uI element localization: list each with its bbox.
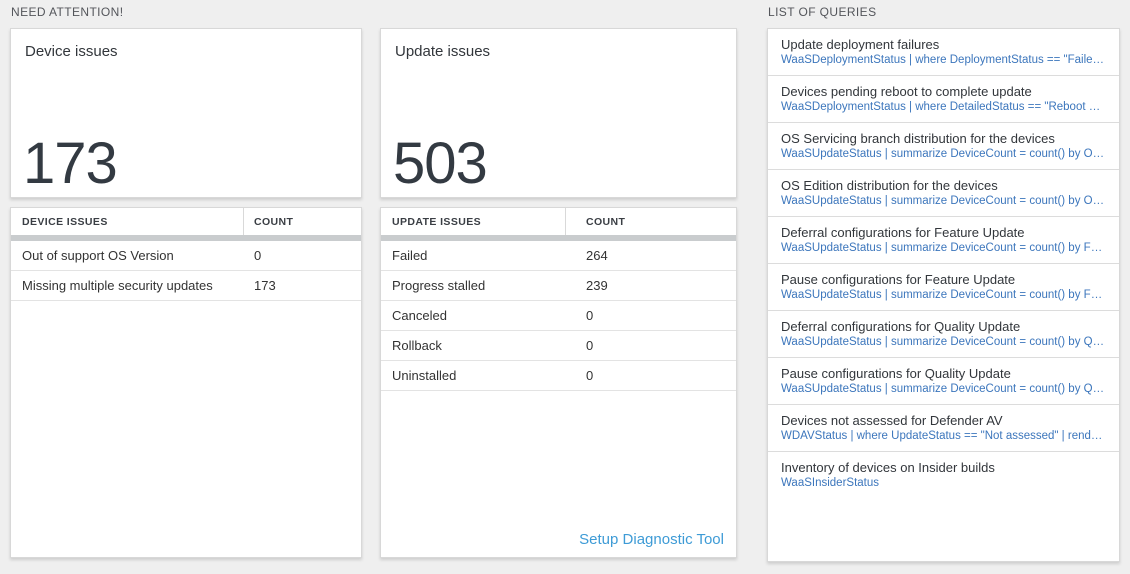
query-list-item[interactable]: Devices not assessed for Defender AV WDA… (768, 405, 1119, 452)
query-text: WaaSUpdateStatus | summarize DeviceCount… (781, 195, 1106, 207)
query-title: OS Edition distribution for the devices (781, 178, 998, 193)
row-count: 0 (586, 368, 594, 383)
query-list-item[interactable]: OS Servicing branch distribution for the… (768, 123, 1119, 170)
query-title: Update deployment failures (781, 37, 940, 52)
query-text: WaaSUpdateStatus | summarize DeviceCount… (781, 336, 1106, 348)
query-text: WaaSDeploymentStatus | where DetailedSta… (781, 101, 1106, 113)
row-label: Missing multiple security updates (22, 278, 213, 293)
row-label: Rollback (392, 338, 442, 353)
row-label: Progress stalled (392, 278, 486, 293)
query-list-item[interactable]: Devices pending reboot to complete updat… (768, 76, 1119, 123)
device-issues-table: DEVICE ISSUES COUNT Out of support OS Ve… (10, 207, 362, 558)
list-of-queries-panel: Update deployment failures WaaSDeploymen… (767, 28, 1120, 562)
query-title: Deferral configurations for Quality Upda… (781, 319, 1021, 334)
query-list-item[interactable]: OS Edition distribution for the devices … (768, 170, 1119, 217)
row-label: Uninstalled (392, 368, 457, 383)
table-row[interactable]: Out of support OS Version 0 (11, 241, 361, 271)
device-issues-header-cell: DEVICE ISSUES (11, 208, 244, 235)
table-row[interactable]: Missing multiple security updates 173 (11, 271, 361, 301)
update-issues-header-cell: UPDATE ISSUES (381, 208, 566, 235)
row-label: Failed (392, 248, 428, 263)
table-row[interactable]: Canceled 0 (381, 301, 736, 331)
query-title: Devices pending reboot to complete updat… (781, 84, 1032, 99)
setup-diagnostic-tool-link[interactable]: Setup Diagnostic Tool (579, 531, 724, 548)
count-header-cell: COUNT (254, 215, 294, 228)
device-issues-table-header: DEVICE ISSUES COUNT (11, 208, 361, 235)
table-header-separator (11, 235, 361, 241)
row-count: 239 (586, 278, 608, 293)
table-header-separator (381, 235, 736, 241)
query-title: OS Servicing branch distribution for the… (781, 131, 1055, 146)
device-issues-card[interactable]: Device issues 173 (10, 28, 362, 198)
query-text: WaaSUpdateStatus | summarize DeviceCount… (781, 383, 1106, 395)
update-issues-card-title: Update issues (395, 43, 491, 60)
table-row[interactable]: Rollback 0 (381, 331, 736, 361)
row-label: Out of support OS Version (22, 248, 174, 263)
update-issues-card[interactable]: Update issues 503 (380, 28, 737, 198)
update-issues-count: 503 (393, 131, 488, 196)
query-title: Inventory of devices on Insider builds (781, 460, 995, 475)
count-header-cell: COUNT (586, 215, 626, 228)
table-row[interactable]: Progress stalled 239 (381, 271, 736, 301)
query-list-item[interactable]: Pause configurations for Feature Update … (768, 264, 1119, 311)
query-text: WaaSInsiderStatus (781, 477, 880, 489)
query-list-item[interactable]: Deferral configurations for Feature Upda… (768, 217, 1119, 264)
query-list-item[interactable]: Update deployment failures WaaSDeploymen… (768, 29, 1119, 76)
query-list-item[interactable]: Inventory of devices on Insider builds W… (768, 452, 1119, 499)
row-count: 0 (586, 308, 594, 323)
device-issues-count: 173 (23, 131, 118, 196)
query-title: Devices not assessed for Defender AV (781, 413, 1003, 428)
need-attention-section-label: NEED ATTENTION! (11, 5, 124, 19)
update-issues-table-header: UPDATE ISSUES COUNT (381, 208, 736, 235)
query-text: WDAVStatus | where UpdateStatus == "Not … (781, 430, 1106, 442)
device-issues-card-title: Device issues (25, 43, 118, 60)
row-count: 0 (254, 248, 262, 263)
query-text: WaaSUpdateStatus | summarize DeviceCount… (781, 148, 1106, 160)
update-issues-table: UPDATE ISSUES COUNT Failed 264 Progress … (380, 207, 737, 558)
row-count: 0 (586, 338, 594, 353)
table-row[interactable]: Uninstalled 0 (381, 361, 736, 391)
query-title: Pause configurations for Quality Update (781, 366, 1011, 381)
query-title: Pause configurations for Feature Update (781, 272, 1016, 287)
list-of-queries-section-label: LIST OF QUERIES (768, 5, 877, 19)
query-text: WaaSDeploymentStatus | where DeploymentS… (781, 54, 1106, 66)
row-count: 173 (254, 278, 276, 293)
row-count: 264 (586, 248, 608, 263)
query-text: WaaSUpdateStatus | summarize DeviceCount… (781, 289, 1106, 301)
query-text: WaaSUpdateStatus | summarize DeviceCount… (781, 242, 1106, 254)
table-row[interactable]: Failed 264 (381, 241, 736, 271)
query-list-item[interactable]: Pause configurations for Quality Update … (768, 358, 1119, 405)
query-title: Deferral configurations for Feature Upda… (781, 225, 1025, 240)
row-label: Canceled (392, 308, 447, 323)
query-list-item[interactable]: Deferral configurations for Quality Upda… (768, 311, 1119, 358)
